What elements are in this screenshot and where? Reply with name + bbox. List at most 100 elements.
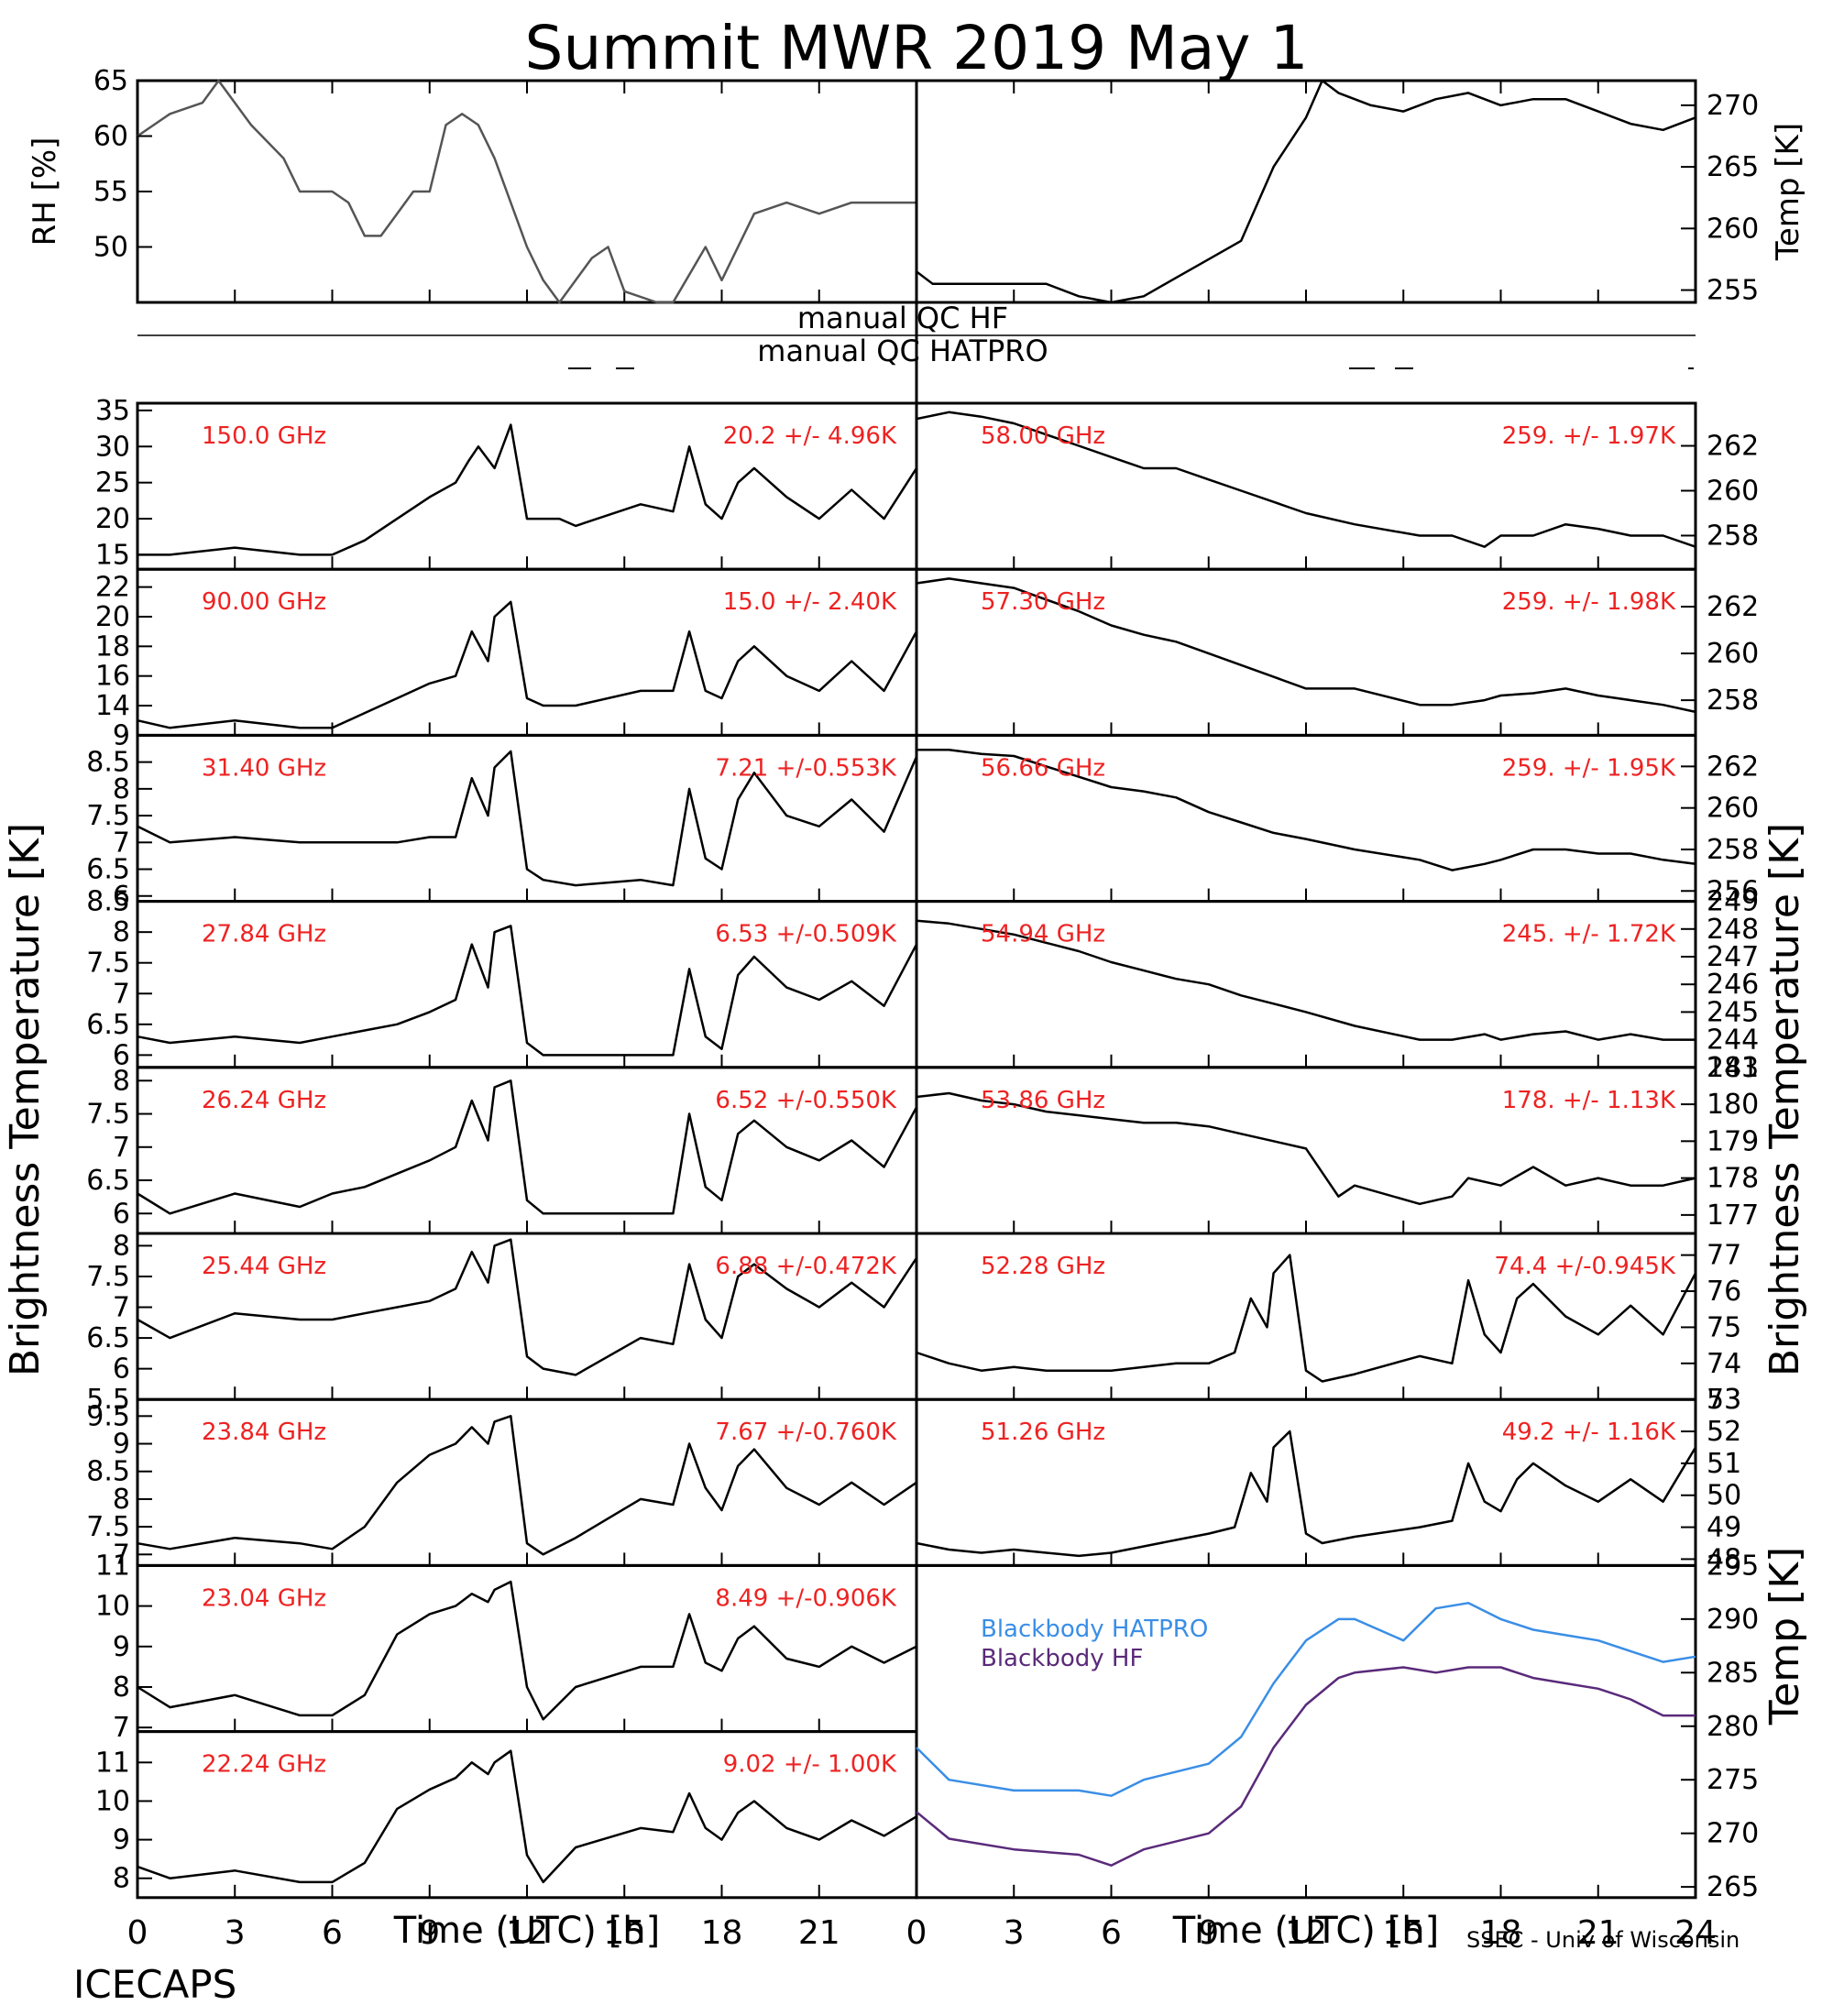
y-tick-label: 270 (1707, 90, 1759, 122)
channel-frequency-label: 90.00 GHz (202, 588, 326, 616)
x-tick-label: 21 (1577, 1914, 1619, 1952)
y-tick-label: 6.5 (86, 854, 130, 886)
y-tick-label: 244 (1707, 1024, 1759, 1057)
x-tick-label: 18 (701, 1914, 743, 1952)
channel-stat-label: 245. +/- 1.72K (1502, 921, 1676, 948)
footer-icecaps: ICECAPS (73, 1962, 236, 2007)
y-tick-label: 11 (95, 1550, 130, 1582)
y-tick-label: 10 (95, 1785, 130, 1817)
x-tick-label: 9 (419, 1914, 440, 1952)
y-tick-label: 262 (1707, 591, 1759, 623)
y-tick-label: 265 (1707, 1871, 1759, 1903)
y-tick-label: 178 (1707, 1163, 1759, 1195)
x-tick-label: 18 (1480, 1914, 1522, 1952)
rh-ylabel: RH [%] (27, 137, 63, 247)
y-tick-label: 246 (1707, 969, 1759, 1001)
y-tick-label: 280 (1707, 1711, 1759, 1743)
tb-series-line (137, 1580, 917, 1721)
y-tick-label: 181 (1707, 1052, 1759, 1084)
y-tick-label: 7.5 (86, 1261, 130, 1293)
channel-frequency-label: 53.86 GHz (981, 1087, 1105, 1114)
y-tick-label: 55 (93, 176, 128, 208)
y-tick-label: 6.5 (86, 1165, 130, 1197)
channel-stat-label: 6.52 +/-0.550K (715, 1087, 897, 1114)
y-tick-label: 18 (95, 630, 130, 663)
y-tick-label: 52 (1707, 1416, 1741, 1448)
x-tick-label: 3 (225, 1914, 246, 1952)
y-tick-label: 6.5 (86, 1322, 130, 1354)
channel-frequency-label: 23.04 GHz (202, 1584, 326, 1612)
y-tick-label: 265 (1707, 151, 1759, 183)
blackbody-ylabel: Temp [K] (1762, 1547, 1808, 1726)
y-tick-label: 275 (1707, 1764, 1759, 1796)
y-tick-label: 74 (1707, 1348, 1741, 1380)
tb-series-line (916, 749, 1696, 871)
tb-series-line (137, 1079, 918, 1215)
y-tick-label: 255 (1707, 275, 1759, 307)
y-tick-label: 7 (113, 1539, 130, 1571)
blackbody-hatpro-line (916, 1602, 1696, 1797)
x-tick-label: 0 (127, 1914, 148, 1952)
y-tick-label: 73 (1707, 1384, 1741, 1416)
tb-series-line (916, 919, 1696, 1041)
left-xlabel: Time (UTC) [h] (393, 1910, 660, 1952)
channel-frequency-label: 52.28 GHz (981, 1253, 1105, 1280)
qc-hatpro-label: manual QC HATPRO (757, 334, 1048, 368)
channel-frequency-label: 23.84 GHz (202, 1419, 326, 1446)
y-tick-label: 8 (113, 1484, 130, 1516)
channel-frequency-label: 31.40 GHz (202, 754, 326, 782)
y-tick-label: 285 (1707, 1657, 1759, 1689)
channel-stat-label: 9.02 +/- 1.00K (723, 1751, 897, 1779)
y-tick-label: 5.5 (86, 1384, 130, 1416)
y-tick-label: 8 (113, 1065, 130, 1097)
y-tick-label: 14 (95, 690, 130, 722)
legend-hf-label: Blackbody HF (981, 1645, 1143, 1672)
y-tick-label: 7 (113, 1132, 130, 1164)
x-tick-label: 21 (798, 1914, 840, 1952)
y-tick-label: 60 (93, 121, 128, 153)
channel-stat-label: 178. +/- 1.13K (1502, 1087, 1676, 1114)
y-tick-label: 295 (1707, 1550, 1759, 1582)
footer-ssec: SSEC - Univ of Wisconsin (1466, 1927, 1740, 1953)
channel-frequency-label: 51.26 GHz (981, 1419, 1105, 1446)
y-tick-label: 8 (113, 773, 130, 805)
y-tick-label: 6 (113, 1039, 130, 1071)
channel-stat-label: 7.21 +/-0.553K (715, 754, 897, 782)
y-tick-label: 7.5 (86, 800, 130, 832)
qc-hf-label: manual QC HF (797, 301, 1008, 335)
y-tick-label: 6 (113, 881, 130, 913)
channel-frequency-label: 26.24 GHz (202, 1087, 326, 1114)
tb-series-line (137, 1749, 917, 1884)
y-tick-label: 180 (1707, 1089, 1759, 1121)
left-ylabel: Brightness Temperature [K] (2, 823, 49, 1376)
y-tick-label: 258 (1707, 685, 1759, 717)
channel-frequency-label: 22.24 GHz (202, 1751, 326, 1779)
y-tick-label: 248 (1707, 914, 1759, 946)
x-tick-label: 15 (1382, 1914, 1424, 1952)
y-tick-label: 256 (1707, 875, 1759, 907)
channel-frequency-label: 56.66 GHz (981, 754, 1105, 782)
y-tick-label: 9 (113, 1824, 130, 1857)
y-tick-label: 262 (1707, 751, 1759, 783)
x-tick-label: 3 (1004, 1914, 1025, 1952)
channel-frequency-label: 58.00 GHz (981, 422, 1105, 450)
y-tick-label: 76 (1707, 1276, 1741, 1308)
temp-series-line (916, 79, 1696, 304)
y-tick-label: 262 (1707, 431, 1759, 463)
tb-series-line (137, 925, 918, 1057)
y-tick-label: 9.5 (86, 1400, 130, 1432)
y-tick-label: 258 (1707, 834, 1759, 866)
channel-frequency-label: 57.30 GHz (981, 588, 1105, 616)
y-tick-label: 247 (1707, 941, 1759, 973)
y-tick-label: 270 (1707, 1818, 1759, 1850)
y-tick-label: 249 (1707, 886, 1759, 918)
right-ylabel: Brightness Temperature [K] (1762, 823, 1808, 1376)
right-xlabel: Time (UTC) [h] (1172, 1910, 1439, 1952)
y-tick-label: 20 (95, 503, 130, 535)
y-tick-label: 10 (95, 1591, 130, 1623)
y-tick-label: 8.5 (86, 747, 130, 779)
y-tick-label: 50 (93, 232, 128, 264)
y-tick-label: 8.5 (86, 1456, 130, 1488)
page-title: Summit MWR 2019 May 1 (525, 13, 1309, 83)
